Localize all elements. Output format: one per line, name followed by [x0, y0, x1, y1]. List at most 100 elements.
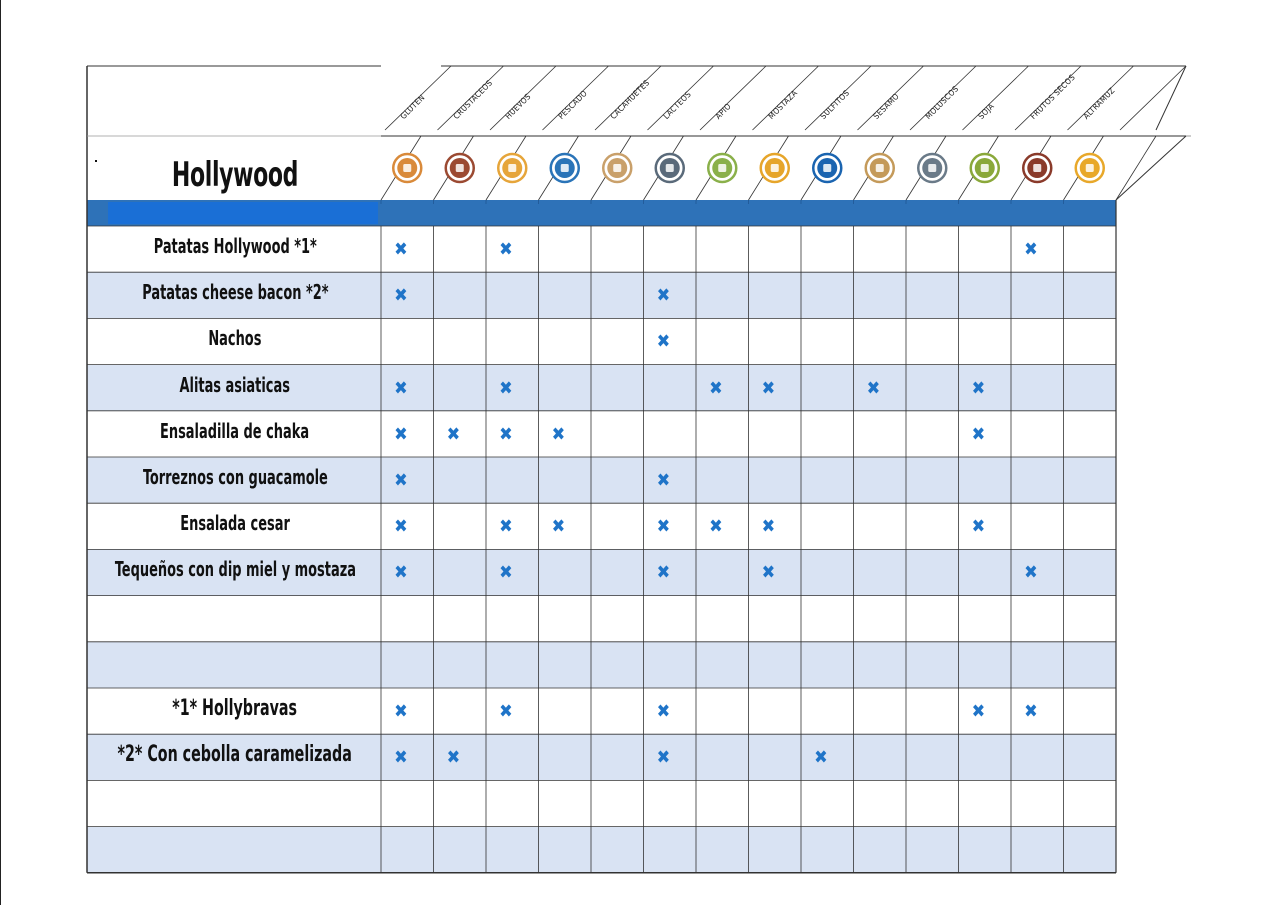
soy-icon-glyph	[980, 164, 989, 172]
allergen-mark: ✖	[394, 285, 408, 307]
allergen-mark: ✖	[656, 331, 671, 353]
dish-name: Alitas asiaticas	[90, 362, 380, 408]
allergen-mark: ✖	[394, 377, 408, 399]
dish-name	[90, 777, 380, 823]
stray-mark	[95, 160, 97, 162]
grid-line	[384, 65, 452, 131]
table-row-bg	[87, 410, 1116, 457]
dish-name	[90, 639, 380, 685]
dish-name-text: Alitas asiaticas	[179, 372, 291, 397]
dish-name-text: Tequeños con dip miel y mostaza	[114, 557, 356, 582]
table-row-bg	[87, 318, 1116, 365]
dish-name-text: Patatas Hollywood *1*	[153, 234, 317, 258]
grid-line	[1115, 135, 1187, 201]
allergen-mark: ✖	[499, 516, 513, 538]
dish-name: Nachos	[90, 315, 380, 361]
allergen-mark: ✖	[971, 701, 986, 722]
table-row-bg	[87, 364, 1116, 411]
grid-line	[1014, 65, 1082, 131]
allergen-mark: ✖	[971, 377, 986, 399]
grid-line	[489, 65, 557, 131]
allergen-mark: ✖	[446, 747, 461, 769]
dish-name: Ensaladilla de chaka	[90, 408, 380, 454]
nuts-icon-glyph	[1033, 164, 1042, 172]
allergen-mark: ✖	[499, 701, 513, 722]
allergen-mark: ✖	[394, 562, 408, 584]
page-title: Hollywood	[171, 155, 299, 195]
allergen-mark: ✖	[971, 423, 986, 445]
mollusc-icon-glyph	[928, 164, 937, 172]
allergen-mark: ✖	[656, 285, 671, 307]
allergen-mark: ✖	[656, 516, 671, 538]
egg-icon-glyph	[508, 164, 517, 172]
grid-line	[594, 65, 662, 131]
dish-name: Ensalada cesar	[90, 500, 380, 546]
dish-name	[90, 824, 380, 870]
dish-name: Torreznos con guacamole	[90, 454, 380, 500]
dish-name: *1* Hollybravas	[90, 685, 380, 731]
table-row-bg	[87, 641, 1116, 688]
dish-name-text: Nachos	[208, 326, 262, 351]
sesame-icon-glyph	[875, 164, 884, 172]
dish-name-text: Ensaladilla de chaka	[160, 418, 310, 443]
grid-line	[647, 65, 714, 131]
table-row-bg	[87, 272, 1116, 319]
allergen-mark: ✖	[866, 377, 881, 399]
allergen-mark: ✖	[394, 701, 408, 722]
dish-name: Patatas Hollywood *1*	[90, 223, 380, 269]
grid-line	[857, 65, 924, 131]
dish-name-text: *1* Hollybravas	[172, 695, 298, 721]
table-row-bg	[87, 503, 1116, 550]
header-band-highlight	[108, 202, 378, 224]
milk-icon-glyph	[665, 164, 674, 172]
allergen-mark: ✖	[394, 239, 408, 260]
table-row-bg	[87, 595, 1116, 642]
dish-name: *2* Con cebolla caramelizada	[90, 731, 380, 777]
allergen-mark: ✖	[656, 562, 671, 584]
table-row-bg	[87, 457, 1116, 504]
grid-line	[962, 65, 1029, 131]
lupin-icon-glyph	[1085, 164, 1094, 172]
grid-line	[1155, 65, 1187, 131]
table-row-bg	[87, 226, 1116, 273]
table-row-bg	[87, 688, 1116, 735]
wheat-icon-glyph	[403, 164, 412, 172]
allergen-mark: ✖	[761, 377, 776, 399]
grid-line	[437, 65, 504, 131]
grid-line	[909, 65, 977, 131]
allergen-mark: ✖	[394, 516, 408, 538]
allergen-mark: ✖	[709, 516, 723, 538]
grid-line	[804, 65, 872, 131]
mustard-icon-glyph	[770, 164, 779, 172]
page-edge-rule	[0, 0, 1, 905]
peanut-icon-glyph	[613, 164, 622, 172]
allergen-mark: ✖	[446, 423, 461, 445]
table-row-bg	[87, 734, 1116, 781]
grid-line	[1067, 65, 1134, 131]
sulfite-icon-glyph	[823, 164, 832, 172]
dish-name-text: *2* Con cebolla caramelizada	[117, 741, 353, 767]
dish-name-text: Patatas cheese bacon *2*	[141, 280, 329, 305]
allergen-mark: ✖	[499, 562, 513, 584]
dish-name	[90, 593, 380, 639]
table-row-bg	[87, 780, 1116, 827]
dish-name: Tequeños con dip miel y mostaza	[90, 546, 380, 592]
table-row-bg	[87, 549, 1116, 596]
dish-name: Patatas cheese bacon *2*	[90, 269, 380, 315]
allergen-mark: ✖	[656, 470, 671, 491]
allergen-mark: ✖	[709, 377, 723, 399]
shrimp-icon-glyph	[455, 164, 464, 172]
dish-name-text: Torreznos con guacamole	[142, 465, 328, 489]
allergen-mark: ✖	[656, 747, 671, 769]
allergen-mark: ✖	[499, 377, 513, 399]
allergen-mark: ✖	[761, 562, 776, 584]
allergen-mark: ✖	[971, 516, 986, 538]
table-row-bg	[87, 826, 1116, 873]
allergen-mark: ✖	[394, 747, 408, 769]
allergen-mark: ✖	[761, 516, 776, 538]
allergen-mark: ✖	[394, 423, 408, 445]
allergen-mark: ✖	[499, 239, 513, 260]
allergen-mark: ✖	[394, 470, 408, 491]
allergen-mark: ✖	[656, 701, 671, 722]
